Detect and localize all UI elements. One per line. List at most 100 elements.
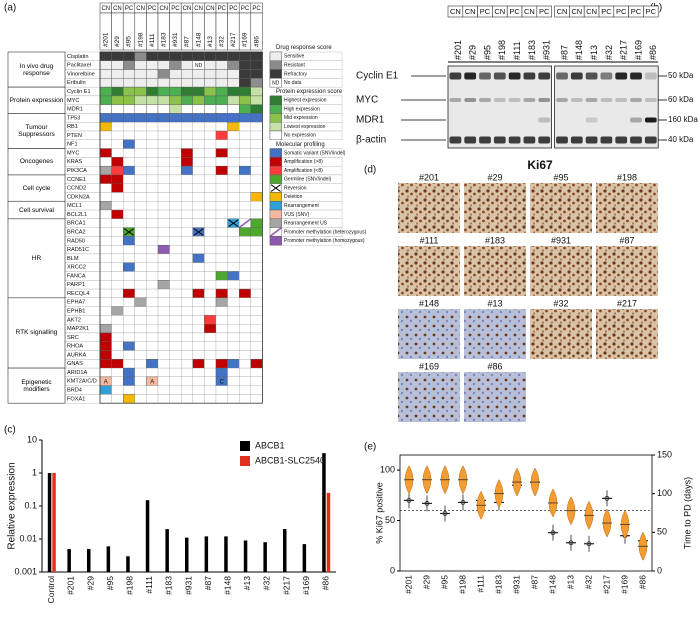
cell xyxy=(134,306,147,316)
cell-fill xyxy=(238,104,251,114)
cell xyxy=(250,324,263,334)
cell xyxy=(111,297,124,307)
row-label: BRCA1 xyxy=(67,221,86,227)
cell-fill xyxy=(215,113,228,123)
cell xyxy=(146,367,159,378)
legend-label: No data xyxy=(284,80,302,86)
sample-name: #87 xyxy=(184,36,191,47)
group-box xyxy=(7,148,66,176)
cell xyxy=(134,165,147,176)
y-tick-label: 100 xyxy=(380,465,395,475)
cell-fill xyxy=(122,394,135,404)
cell xyxy=(123,253,135,263)
cell xyxy=(181,183,193,193)
cell xyxy=(99,139,112,149)
cell xyxy=(239,236,251,246)
cell xyxy=(111,280,124,290)
cell xyxy=(99,253,112,263)
cell xyxy=(215,236,228,246)
band xyxy=(630,117,642,123)
cell-fill xyxy=(180,60,193,70)
cell xyxy=(99,280,112,290)
tile-label: #931 xyxy=(551,235,571,245)
cell xyxy=(227,385,240,395)
row-label: KRAS xyxy=(67,159,83,165)
cell xyxy=(169,192,182,202)
cell xyxy=(250,183,263,193)
size-label: 160 kDa xyxy=(668,115,698,124)
cell-fill xyxy=(269,113,282,123)
legend-label: Rearrangement US xyxy=(284,221,328,227)
sample-type: PC xyxy=(480,7,491,16)
cell xyxy=(192,297,205,307)
cell xyxy=(250,297,263,307)
cell xyxy=(181,280,193,290)
cell-fill xyxy=(146,51,159,61)
cell xyxy=(215,280,228,290)
row-label: NF1 xyxy=(67,142,78,148)
cell xyxy=(146,227,159,237)
tile-label: #148 xyxy=(419,298,439,308)
cell xyxy=(169,315,182,325)
cell-fill xyxy=(204,95,217,105)
cell xyxy=(181,192,193,202)
cell xyxy=(204,359,217,369)
cell xyxy=(111,148,124,158)
cell xyxy=(157,218,170,228)
cell-fill xyxy=(227,271,240,281)
cell-fill xyxy=(157,244,170,255)
sample-name: #201 xyxy=(453,40,463,60)
cell xyxy=(169,201,182,211)
sample-type: CN xyxy=(183,6,192,12)
bar xyxy=(126,556,130,572)
x-tick-label: #95 xyxy=(105,576,115,590)
cell xyxy=(227,157,240,167)
cell-fill xyxy=(169,78,182,88)
cell xyxy=(157,174,170,184)
cell-fill xyxy=(99,165,112,176)
cell xyxy=(250,367,263,378)
cell-fill xyxy=(134,78,147,88)
cell xyxy=(192,306,205,316)
legend-label: Rearrangement xyxy=(284,203,319,209)
cell-fill xyxy=(269,236,282,246)
cell xyxy=(146,280,159,290)
band xyxy=(493,72,506,80)
cell xyxy=(204,306,217,316)
cell-fill xyxy=(227,78,240,88)
cell-fill xyxy=(227,69,240,79)
cell xyxy=(169,148,182,158)
band xyxy=(644,117,657,123)
cell-fill xyxy=(238,227,251,237)
cell xyxy=(157,130,170,140)
cell xyxy=(215,209,228,219)
cell xyxy=(181,271,193,281)
cell xyxy=(111,332,124,342)
cell xyxy=(239,192,251,202)
cell-fill xyxy=(269,51,282,61)
cell xyxy=(146,350,159,360)
cell xyxy=(215,394,228,404)
cell-fill xyxy=(111,165,124,176)
cell xyxy=(146,157,159,167)
cell xyxy=(250,350,263,360)
group-box xyxy=(7,86,66,114)
band xyxy=(538,117,551,123)
cell-fill xyxy=(122,86,135,97)
cell xyxy=(146,271,159,281)
row-label: AURKA xyxy=(67,352,87,358)
band xyxy=(585,72,598,80)
cell xyxy=(215,174,228,184)
group-label-box: RTK signalling xyxy=(16,329,58,336)
cell xyxy=(99,297,112,307)
cell xyxy=(204,297,217,307)
cell-fill xyxy=(122,51,135,61)
cell xyxy=(146,315,159,325)
cell xyxy=(169,332,182,342)
group-label: Cell survival xyxy=(18,206,55,214)
cell xyxy=(146,262,159,272)
ihc-image xyxy=(398,309,460,359)
cell xyxy=(227,227,240,237)
band xyxy=(449,136,462,144)
y-tick-label: 0.1 xyxy=(24,500,37,510)
